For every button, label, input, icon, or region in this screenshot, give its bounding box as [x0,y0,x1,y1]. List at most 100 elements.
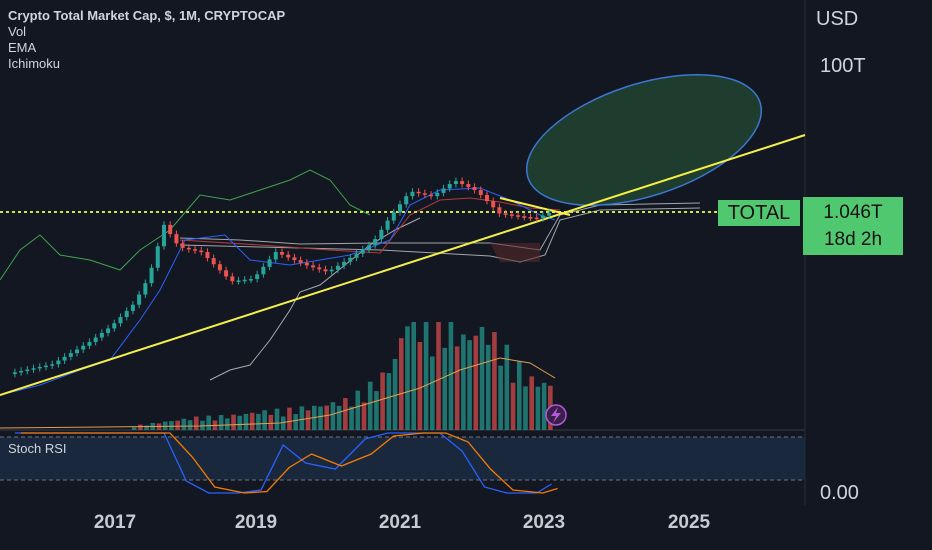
candle-body [323,269,328,272]
x-tick-2025: 2025 [667,512,711,533]
candle-body [75,349,80,354]
candle-body [429,194,434,197]
flash-icon[interactable] [545,404,567,426]
candle-body [491,201,496,208]
candle-body [422,193,427,195]
candle-body [460,181,465,185]
volume-bar [467,340,472,430]
candle-body [68,353,73,357]
candle-body [379,229,384,240]
candle-body [224,270,229,277]
volume-bar [318,406,323,430]
volume-bar [541,382,547,430]
volume-bar [237,415,243,430]
price-level-label: 100T [820,55,866,77]
support-trendline [0,134,806,396]
volume-bar [336,405,342,430]
volume-bar [324,405,330,430]
candle-body [37,366,42,369]
volume-bar [293,414,298,430]
candle-body [292,257,297,261]
volume-bar [461,334,466,430]
stoch-d-line [20,432,558,494]
candle-body [447,184,452,189]
x-tick-2017: 2017 [93,512,137,533]
candle-body [311,265,316,268]
candle-body [31,368,36,370]
volume-bar [380,372,385,430]
candle-body [453,181,458,185]
volume-bar [256,413,261,430]
candle-body [180,243,185,248]
candle-body [217,264,222,271]
volume-bar [268,414,274,430]
candle-body [540,215,545,219]
candle-body [242,279,247,282]
candle-body [385,220,390,230]
candle-body [248,279,253,281]
volume-bar [169,421,174,430]
volume-bars [131,322,553,430]
volume-bar [206,415,212,430]
volume-bar [479,326,485,430]
volume-bar [343,398,348,430]
volume-bar [299,406,305,430]
candle-body [516,215,521,217]
candle-body [230,276,235,282]
candle-body [161,224,166,247]
candle-body [317,267,322,270]
candle-body [62,356,67,361]
volume-bar [225,418,230,430]
candle-body [522,216,527,218]
x-tick-2019: 2019 [234,512,278,533]
volume-bar [516,361,522,430]
volume-bar [187,420,193,430]
volume-bar [423,322,429,430]
candle-body [236,280,241,282]
candle-body [404,196,409,205]
projection-ellipse [525,73,763,207]
candle-body [168,224,173,235]
candle-body [106,328,111,333]
candle-body [547,213,552,216]
ema-line-red [179,197,561,254]
candle-body [416,191,421,194]
price-value: 1.046T [823,202,883,223]
volume-bar [367,381,373,430]
volume-ma-line [0,357,556,429]
chart-title[interactable]: Crypto Total Market Cap, $, 1M, CRYPTOCA… [8,8,286,23]
volume-bar [498,365,503,430]
candle-body [124,310,129,318]
candle-body [87,342,92,346]
indicator-ema[interactable]: EMA [8,40,37,55]
candle-body [528,217,533,219]
candle-body [503,213,508,215]
volume-bar [262,410,267,430]
candle-body [199,250,204,253]
candle-body [286,254,291,258]
volume-bar [405,326,410,430]
indicator-vol[interactable]: Vol [8,24,27,39]
candle-body [43,365,48,368]
volume-bar [374,391,379,430]
candle-body [205,251,210,259]
candle-body [267,259,272,267]
volume-bar [175,420,180,430]
stoch-band [0,437,805,480]
volume-bar [448,322,454,430]
volume-bar [355,390,361,430]
candle-body [56,360,61,365]
volume-bar [305,410,311,430]
candle-body [118,317,123,324]
volume-bar [280,416,286,430]
bar-countdown: 18d 2h [823,229,883,250]
currency-label[interactable]: USD [816,8,859,30]
stoch-rsi-label[interactable]: Stoch RSI [8,441,67,456]
candle-body [410,191,415,197]
candle-body [342,261,347,266]
candle-body [360,249,365,254]
indicator-ichimoku[interactable]: Ichimoku [8,56,61,71]
volume-bar [492,332,497,430]
candle-body [193,249,198,251]
